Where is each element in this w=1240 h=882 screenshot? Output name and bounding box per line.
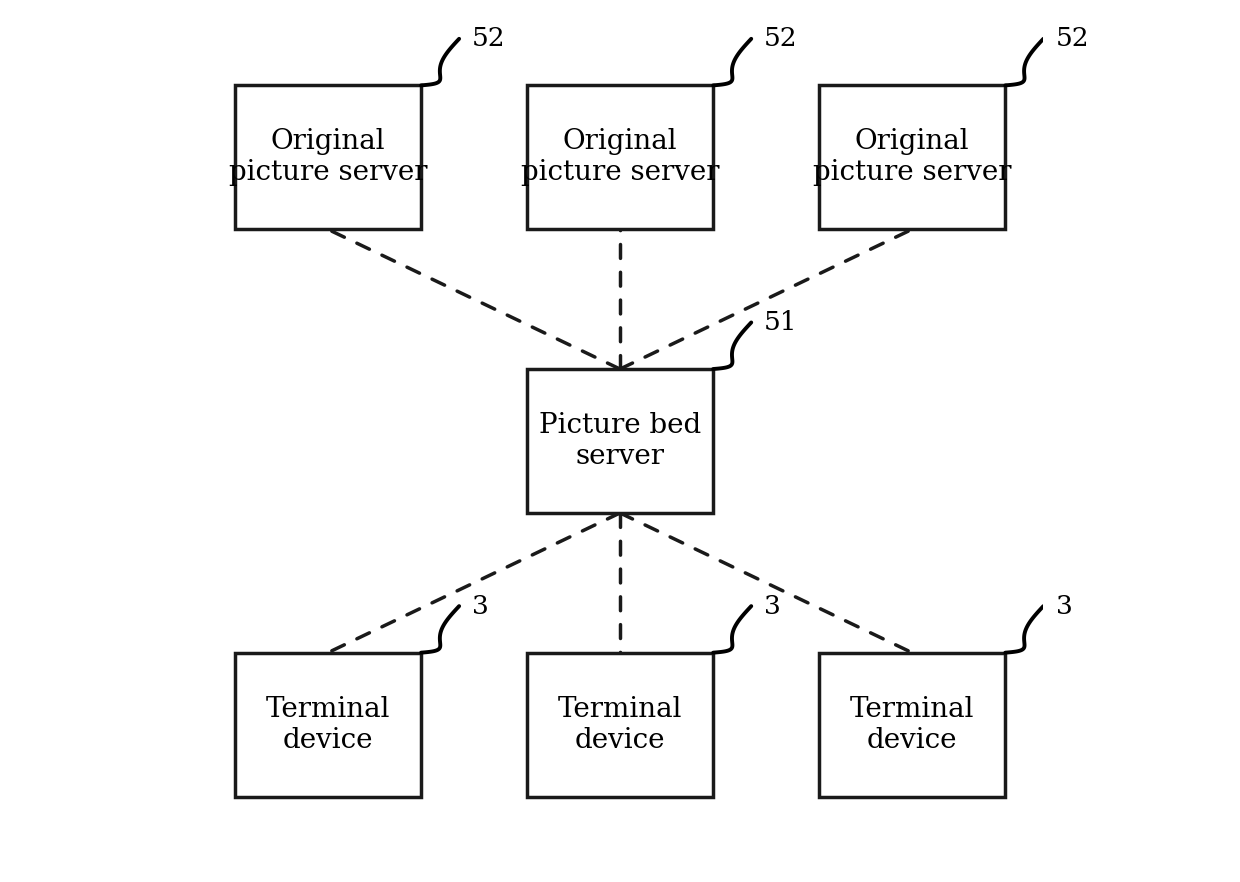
Text: 3: 3 [1056, 594, 1073, 618]
Bar [527, 86, 713, 229]
Text: 52: 52 [1056, 26, 1090, 51]
Text: Terminal
device: Terminal device [558, 696, 682, 754]
Text: Terminal
device: Terminal device [849, 696, 975, 754]
Bar [527, 369, 713, 513]
Text: Original
picture server: Original picture server [521, 128, 719, 186]
Text: Picture bed
server: Picture bed server [539, 412, 701, 470]
Text: 52: 52 [472, 26, 506, 51]
Text: 51: 51 [764, 310, 797, 335]
Bar [527, 653, 713, 796]
Text: Original
picture server: Original picture server [228, 128, 427, 186]
Text: Terminal
device: Terminal device [265, 696, 391, 754]
Text: Original
picture server: Original picture server [813, 128, 1012, 186]
Text: 3: 3 [472, 594, 489, 618]
Bar [818, 86, 1006, 229]
Text: 52: 52 [764, 26, 797, 51]
Bar [234, 653, 422, 796]
Text: 3: 3 [764, 594, 781, 618]
Bar [234, 86, 422, 229]
Bar [818, 653, 1006, 796]
